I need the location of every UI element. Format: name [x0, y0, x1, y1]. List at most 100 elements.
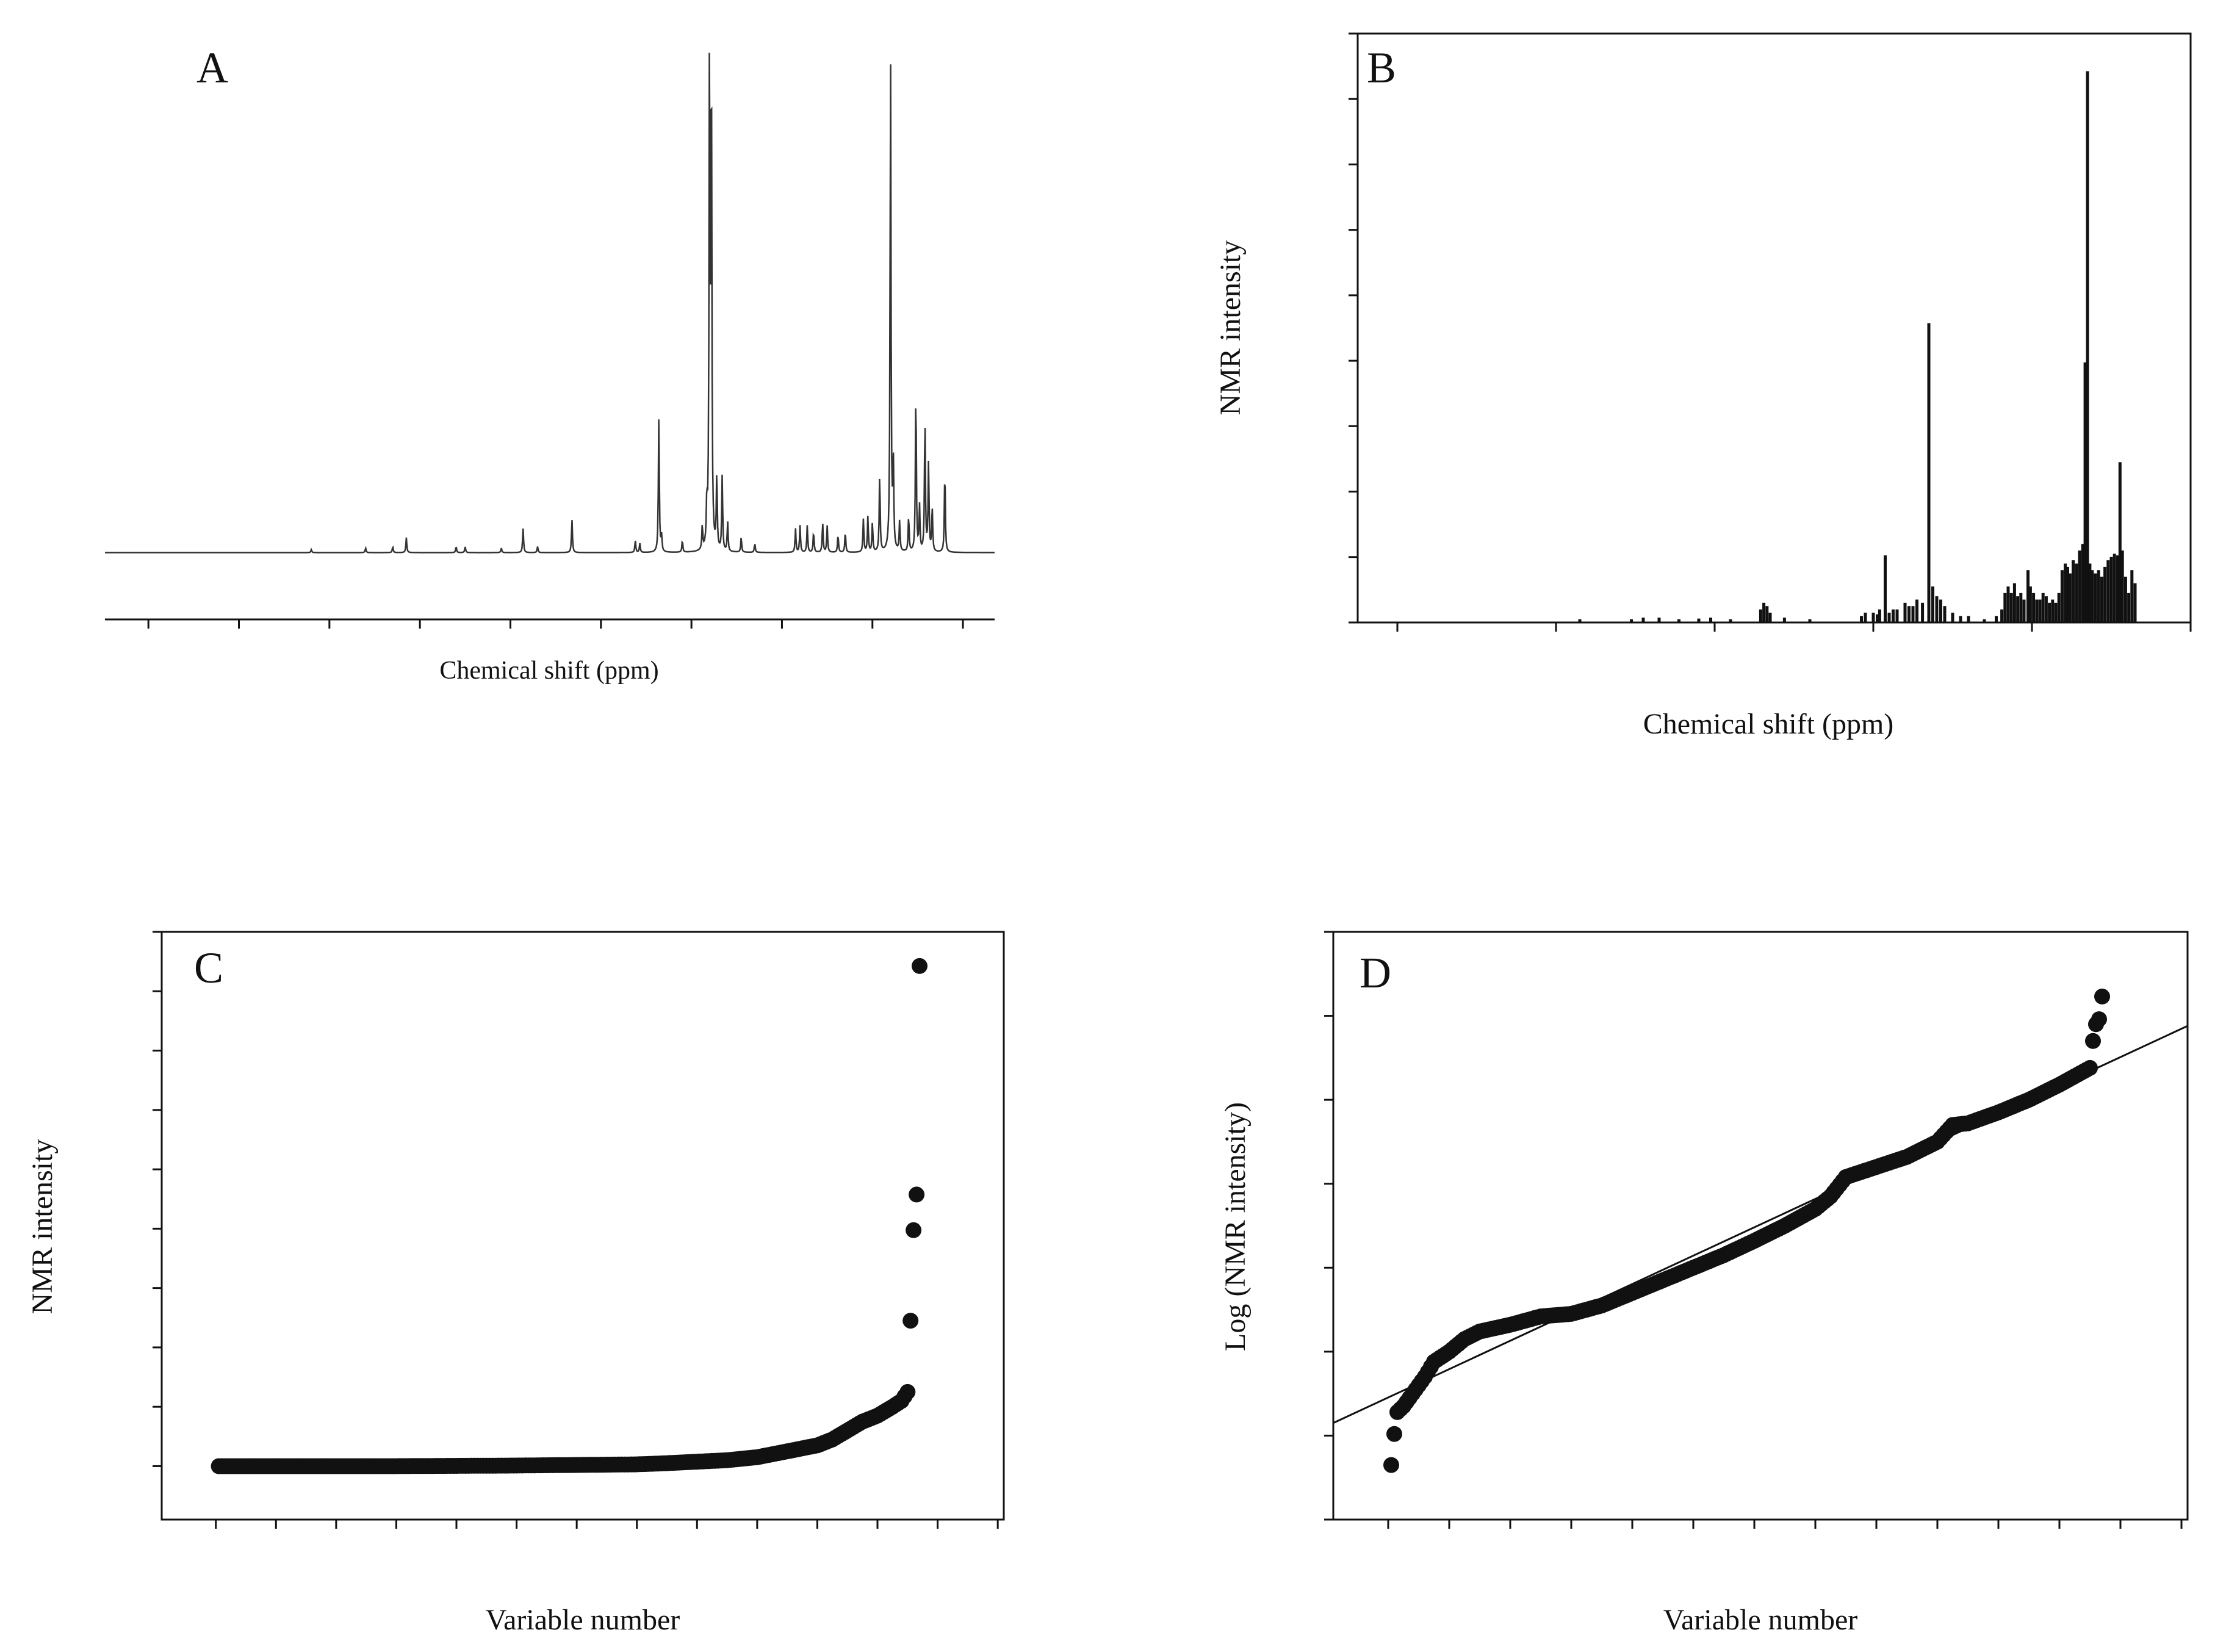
panel-b-bar — [1864, 612, 1867, 622]
panel-b-bar — [2097, 570, 2100, 622]
panel-b-bar — [1697, 618, 1701, 622]
panel-b-bar — [2000, 609, 2004, 622]
panel-d-points — [1383, 988, 2110, 1473]
panel-b-bar — [1907, 606, 1911, 622]
panel-b-bar — [2118, 462, 2122, 622]
panel-b-bar — [2120, 550, 2124, 622]
panel-b-bar — [1927, 323, 1931, 622]
panel-b-x-axis-label: Chemical shift (ppm) — [1643, 708, 1894, 740]
panel-b-bar — [1759, 609, 1762, 622]
panel-b-bar — [2028, 586, 2032, 622]
panel-b-bar — [1578, 619, 1582, 622]
panel-b-y-axis-label: NMR intensity — [1214, 240, 1247, 416]
panel-b-bar — [1959, 616, 1962, 622]
panel-b-bar-chart: B Chemical shift (ppm) NMR intensity — [1214, 32, 2192, 740]
panel-b-bar — [1765, 606, 1769, 622]
panel-b-bar — [1895, 609, 1899, 622]
panel-b-bar — [2041, 593, 2045, 623]
panel-b-bar — [1943, 606, 1947, 622]
panel-b-bar — [1808, 619, 1812, 622]
panel-c-point — [899, 1383, 916, 1400]
panel-b-bars — [1578, 71, 2137, 623]
panel-a-x-axis-label: Chemical shift (ppm) — [439, 657, 658, 685]
panel-b-bar — [2068, 573, 2072, 622]
panel-c-point — [912, 958, 928, 974]
panel-c-y-ticks — [153, 931, 162, 1467]
panel-b-bar — [1995, 616, 1998, 622]
panel-b-bar — [1939, 599, 1942, 622]
panel-b-bar — [2019, 593, 2023, 623]
panel-a-spectrum-trace — [105, 52, 995, 554]
panel-b-bar — [2086, 71, 2089, 622]
panel-b-bar — [2016, 596, 2020, 622]
panel-c-x-axis-label: Variable number — [486, 1604, 680, 1636]
panel-c-y-axis-label: NMR intensity — [26, 1139, 59, 1315]
panel-b-letter: B — [1367, 43, 1396, 92]
panel-b-bar — [1887, 612, 1891, 622]
panel-c-point — [909, 1186, 925, 1203]
panel-b-bar — [1892, 609, 1895, 622]
panel-b-bar — [1630, 619, 1633, 622]
panel-b-bar — [2057, 593, 2061, 623]
panel-b-bar — [2006, 586, 2010, 622]
panel-a-x-ticks — [147, 619, 964, 629]
panel-b-bar — [1657, 618, 1661, 622]
panel-b-bar — [1931, 586, 1934, 622]
panel-a-letter: A — [196, 43, 228, 92]
panel-b-bar — [2035, 599, 2039, 622]
panel-d-y-axis-label: Log (NMR intensity) — [1219, 1102, 1252, 1351]
panel-b-bar — [2094, 573, 2097, 622]
panel-b-x-ticks — [1396, 622, 2192, 632]
panel-b-bar — [1878, 609, 1881, 622]
panel-b-bar — [2003, 593, 2007, 623]
panel-d-point — [2085, 1033, 2101, 1049]
panel-b-bar — [1677, 619, 1680, 622]
panel-b-bar — [1768, 612, 1772, 622]
panel-b-bar — [1871, 612, 1875, 622]
panel-d-point — [2091, 1011, 2107, 1028]
panel-b-bar — [1709, 618, 1712, 622]
panel-b-bar — [2133, 583, 2137, 622]
panel-c-plot-frame — [160, 931, 1005, 1521]
panel-b-bar — [2064, 563, 2067, 622]
panel-b-bar — [2078, 550, 2081, 622]
panel-b-bar — [2116, 555, 2119, 622]
panel-d-y-ticks — [1324, 931, 1333, 1521]
panel-b-bar — [2009, 593, 2013, 623]
panel-b-bar — [1782, 618, 1786, 622]
panel-b-bar — [2075, 563, 2078, 622]
panel-b-bar — [1935, 596, 1939, 622]
panel-d-point — [2082, 1059, 2098, 1076]
panel-b-bar — [2054, 602, 2058, 622]
panel-b-bar — [1762, 602, 1766, 622]
panel-b-bar — [1860, 616, 1863, 622]
panel-d-x-ticks — [1387, 1520, 2183, 1529]
panel-b-bar — [1641, 618, 1645, 622]
panel-b-bar — [2066, 566, 2069, 622]
panel-b-bar — [1921, 602, 1925, 622]
panel-c-x-ticks — [215, 1520, 999, 1529]
panel-d-x-axis-label: Variable number — [1663, 1604, 1858, 1636]
panel-b-bar — [2060, 570, 2064, 622]
panel-b-bar — [1911, 606, 1915, 622]
panel-b-bar — [1967, 616, 1970, 622]
panel-c-letter: C — [194, 943, 223, 992]
panel-b-bar — [2051, 599, 2055, 622]
panel-b-bar — [2072, 560, 2075, 622]
panel-d-point — [1386, 1426, 1402, 1442]
panel-b-bar — [1729, 619, 1732, 622]
panel-b-bar — [2103, 566, 2107, 622]
panel-b-bar — [2106, 560, 2110, 622]
panel-a-spectrum: A Chemical shift (ppm) — [105, 43, 995, 685]
panel-a-spectrum-line — [105, 52, 995, 554]
panel-d-point — [1383, 1457, 1399, 1473]
panel-b-bar — [2130, 570, 2134, 622]
panel-b-bar — [1915, 599, 1918, 622]
panel-c-point — [906, 1222, 922, 1238]
panel-b-bar — [2026, 570, 2030, 622]
panel-b-bar — [2113, 554, 2116, 622]
panel-d-point — [2094, 988, 2110, 1005]
panel-c-scatter-plot: C Variable number NMR intensity — [26, 931, 1005, 1636]
panel-c-points — [211, 958, 928, 1474]
